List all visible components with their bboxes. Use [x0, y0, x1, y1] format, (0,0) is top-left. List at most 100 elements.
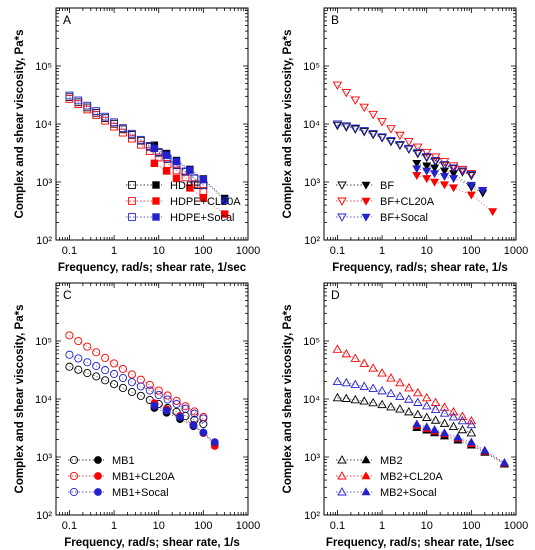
legend-entry: BF+Socal: [336, 212, 428, 224]
open-data-point: [110, 118, 118, 127]
series-bf-socal: [332, 120, 488, 195]
filled-data-point: [430, 178, 440, 187]
legend-label: HDPE+Socal: [170, 212, 235, 224]
open-data-point: [448, 164, 459, 173]
open-data-point: [395, 404, 405, 413]
open-data-point: [92, 348, 101, 357]
filled-data-point: [439, 173, 450, 181]
legend-entry: HDPE+Socal: [126, 212, 235, 224]
panel-letter: D: [331, 288, 340, 302]
filled-data-point: [439, 428, 450, 437]
open-data-point: [65, 362, 74, 371]
filled-data-point: [199, 194, 208, 202]
open-data-point: [350, 379, 361, 388]
open-data-point: [404, 394, 414, 403]
open-data-point: [92, 111, 101, 119]
panel-letter: C: [63, 288, 72, 302]
open-data-point: [110, 359, 119, 368]
legend-filled-marker: [152, 197, 160, 205]
y-tick-label: 10²: [304, 510, 320, 522]
y-tick-label: 10³: [304, 452, 320, 464]
open-data-point: [145, 386, 154, 395]
open-data-point: [181, 404, 190, 413]
legend-label: BF+CL20A: [380, 196, 435, 208]
y-axis-title: Complex and shear viscosity, Pa*s: [282, 305, 294, 494]
series-mb1-socal: [65, 350, 219, 447]
open-data-point: [448, 162, 459, 171]
open-data-point: [413, 409, 423, 418]
open-data-point: [404, 383, 414, 392]
open-data-point: [395, 391, 405, 400]
open-data-point: [163, 395, 172, 404]
open-data-point: [350, 124, 361, 134]
open-data-point: [332, 81, 343, 90]
open-data-point: [466, 171, 477, 181]
x-tick-label: 0.1: [62, 520, 77, 532]
open-data-point: [386, 402, 396, 411]
legend-open-marker: [128, 197, 136, 205]
open-data-point: [65, 91, 74, 100]
legend: MB2 MB2+CL20A MB2+Socal: [336, 455, 443, 499]
open-data-point: [430, 415, 441, 424]
open-data-point: [145, 380, 154, 389]
filled-data-point: [430, 164, 440, 173]
y-tick-label: 10²: [36, 235, 52, 247]
open-data-point: [439, 408, 450, 417]
open-data-point: [359, 381, 369, 390]
legend-entry: HDPE+CL20A: [126, 196, 241, 208]
open-data-point: [368, 131, 378, 140]
open-data-point: [136, 382, 145, 391]
filled-data-point: [150, 159, 159, 168]
open-trace: [69, 98, 204, 192]
legend-entry: BF: [336, 180, 394, 192]
filled-data-point: [430, 425, 440, 434]
open-data-point: [457, 415, 468, 425]
open-data-point: [377, 133, 387, 142]
open-data-point: [421, 412, 432, 421]
open-data-point: [341, 377, 352, 387]
open-data-point: [341, 393, 352, 402]
open-data-point: [404, 138, 414, 147]
open-data-point: [74, 336, 83, 346]
open-data-point: [101, 116, 110, 125]
x-axis-title: Frequency, rad/s; shear rate, 1/s: [332, 262, 508, 274]
legend-entry: MB2+CL20A: [336, 471, 443, 483]
open-data-point: [430, 157, 441, 166]
open-data-point: [101, 376, 110, 385]
open-data-point: [377, 399, 387, 409]
legend-open-marker: [337, 213, 347, 222]
open-data-point: [395, 140, 405, 150]
open-data-point: [368, 397, 378, 407]
y-tick-label: 10³: [36, 177, 52, 189]
open-data-point: [332, 120, 343, 129]
open-data-point: [83, 369, 92, 378]
legend-filled-marker: [94, 456, 102, 464]
y-tick-label: 10⁴: [303, 394, 320, 406]
open-data-point: [110, 122, 118, 131]
legend-open-marker: [69, 471, 79, 481]
open-data-point: [457, 424, 468, 434]
open-data-point: [118, 373, 127, 383]
open-trace: [69, 96, 204, 186]
filled-data-point: [150, 401, 159, 410]
open-data-point: [386, 125, 396, 134]
filled-data-point: [172, 174, 181, 183]
panel-a: 0.1 1 10 100 1000 10² 10³ 10⁴ 10⁵ Frequency, rad/…: [14, 7, 260, 274]
x-tick-label: 100: [462, 245, 480, 257]
open-data-point: [368, 130, 378, 139]
open-trace: [69, 95, 204, 186]
series-mb1-cl20a: [65, 331, 219, 450]
filled-data-point: [186, 166, 194, 174]
filled-data-point: [422, 167, 432, 176]
open-data-point: [65, 331, 74, 340]
open-data-point: [190, 407, 199, 416]
open-data-point: [128, 129, 136, 138]
open-data-point: [386, 138, 396, 147]
open-data-point: [404, 406, 414, 416]
open-data-point: [154, 153, 163, 162]
filled-data-point: [453, 432, 463, 441]
filled-data-point: [488, 208, 498, 217]
filled-data-point: [439, 181, 450, 190]
x-tick-label: 0.1: [330, 520, 345, 532]
panel-c: 0.1 1 10 100 1000 10² 10³ 10⁴ 10⁵ Frequency, rad/…: [14, 282, 260, 549]
